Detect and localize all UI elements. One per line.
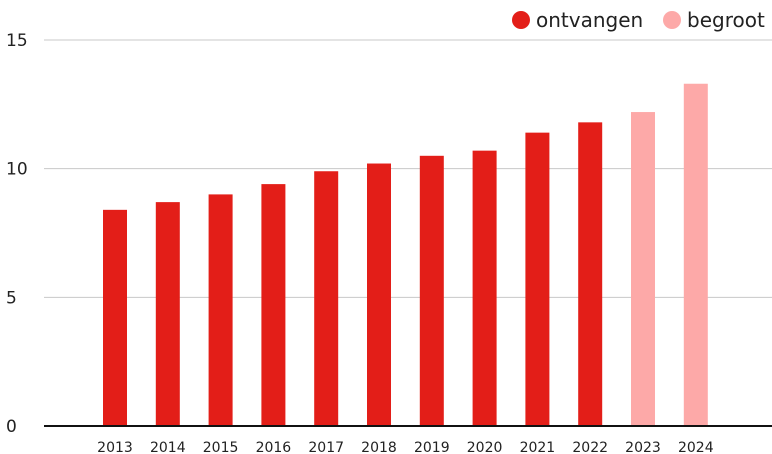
x-tick-label: 2019 bbox=[414, 440, 450, 454]
bar-2021 bbox=[525, 132, 550, 426]
bar-2017 bbox=[314, 171, 339, 426]
x-axis-ticks: 2013 2014 2015 2016 2017 2018 2019 2020 2021 2022… bbox=[97, 440, 714, 454]
x-tick-label: 2024 bbox=[678, 440, 714, 454]
x-tick-label: 2018 bbox=[361, 440, 397, 454]
x-tick-label: 2016 bbox=[256, 440, 292, 454]
x-tick-label: 2021 bbox=[520, 440, 556, 454]
x-tick-label: 2015 bbox=[203, 440, 239, 454]
bar-2024 bbox=[683, 83, 708, 426]
legend: ontvangen begroot bbox=[512, 8, 765, 32]
bar-2015 bbox=[208, 194, 233, 426]
gridlines bbox=[44, 39, 772, 298]
legend-label-begroot: begroot bbox=[687, 8, 765, 32]
bars bbox=[103, 83, 708, 427]
bar-2013 bbox=[103, 209, 127, 426]
bar-2022 bbox=[578, 122, 603, 426]
x-tick-label: 2013 bbox=[97, 440, 133, 454]
bar-2016 bbox=[261, 184, 286, 426]
bar-2019 bbox=[419, 155, 444, 427]
bar-2018 bbox=[367, 163, 391, 426]
y-axis-ticks: 0 5 10 15 bbox=[6, 31, 28, 437]
legend-swatch-begroot bbox=[663, 11, 681, 29]
y-tick-label: 5 bbox=[6, 288, 17, 308]
y-tick-label: 15 bbox=[6, 31, 28, 51]
x-tick-label: 2017 bbox=[308, 440, 344, 454]
x-tick-label: 2020 bbox=[467, 440, 503, 454]
x-tick-label: 2014 bbox=[150, 440, 186, 454]
x-tick-label: 2022 bbox=[572, 440, 608, 454]
bar-2014 bbox=[155, 202, 180, 426]
y-tick-label: 0 bbox=[6, 417, 17, 437]
bar-2020 bbox=[472, 150, 497, 427]
legend-swatch-ontvangen bbox=[512, 11, 530, 29]
legend-label-ontvangen: ontvangen bbox=[536, 8, 643, 32]
y-tick-label: 10 bbox=[6, 160, 28, 180]
x-tick-label: 2023 bbox=[625, 440, 661, 454]
bar-2023 bbox=[631, 112, 655, 426]
